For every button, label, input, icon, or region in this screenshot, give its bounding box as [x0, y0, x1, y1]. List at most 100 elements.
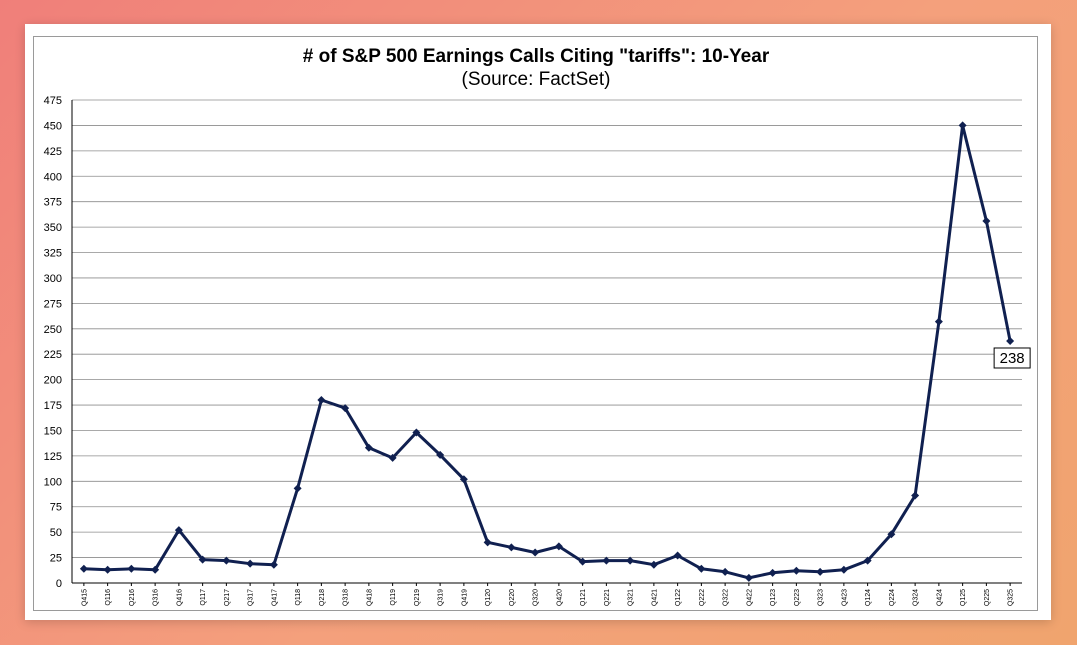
data-point: [174, 526, 183, 535]
x-tick-label: Q119: [390, 589, 397, 606]
data-point: [246, 559, 255, 568]
data-point: [697, 564, 706, 573]
x-axis-ticks: Q415 Q116 Q216 Q316 Q416 Q117 Q217 Q317 Q417 Q118…: [81, 583, 1015, 606]
data-point: [364, 443, 373, 452]
data-point: [317, 395, 326, 404]
x-tick-label: Q223: [794, 589, 801, 606]
chart-subtitle: (Source: FactSet): [462, 69, 611, 90]
x-tick-label: Q219: [414, 589, 421, 606]
data-point: [341, 404, 350, 413]
data-point: [293, 484, 302, 493]
data-point: [412, 428, 421, 437]
x-tick-label: Q323: [818, 589, 825, 606]
marker-layer: [79, 121, 1015, 582]
data-point: [792, 566, 801, 575]
y-tick-label: 75: [50, 502, 62, 514]
x-tick-label: Q319: [438, 589, 445, 606]
x-tick-label: Q322: [723, 589, 730, 606]
x-tick-label: Q321: [628, 589, 635, 606]
x-tick-label: Q419: [461, 589, 468, 606]
data-point: [911, 491, 920, 500]
data-label-box: [993, 347, 1031, 369]
data-point: [483, 538, 492, 547]
data-point: [269, 560, 278, 569]
data-point: [436, 450, 445, 459]
y-tick-label: 425: [44, 146, 62, 158]
gridlines: [71, 99, 1022, 584]
data-point: [887, 530, 896, 539]
x-tick-label: Q418: [366, 589, 373, 606]
data-point: [507, 543, 516, 552]
y-tick-label: 150: [44, 425, 62, 437]
data-point: [531, 548, 540, 557]
data-point: [721, 567, 730, 576]
x-tick-label: Q420: [556, 589, 563, 606]
data-point: [934, 317, 943, 326]
x-tick-label: Q117: [200, 589, 207, 606]
x-tick-label: Q122: [675, 589, 682, 606]
chart-card: # of S&P 500 Earnings Calls Citing "tari…: [25, 24, 1051, 620]
chart-title: # of S&P 500 Earnings Calls Citing "tari…: [303, 46, 770, 67]
y-tick-label: 400: [44, 171, 62, 183]
x-tick-label: Q220: [509, 589, 516, 606]
x-tick-label: Q125: [960, 589, 967, 606]
data-point: [768, 568, 777, 577]
x-tick-label: Q417: [271, 589, 278, 606]
data-point: [388, 453, 397, 462]
series-line: [83, 123, 1012, 580]
y-tick-label: 25: [50, 553, 62, 565]
x-tick-label: Q325: [1008, 589, 1015, 606]
y-tick-label: 50: [50, 527, 62, 539]
data-point: [649, 560, 658, 569]
data-point: [151, 565, 160, 574]
x-tick-label: Q316: [153, 589, 160, 606]
y-tick-label: 375: [44, 197, 62, 209]
data-point: [602, 556, 611, 565]
x-tick-label: Q424: [936, 589, 943, 606]
data-point: [198, 555, 207, 564]
y-tick-label: 100: [44, 476, 62, 488]
y-tick-label: 250: [44, 324, 62, 336]
x-tick-label: Q317: [248, 589, 255, 606]
y-tick-label: 325: [44, 248, 62, 260]
x-tick-label: Q423: [841, 589, 848, 606]
x-tick-label: Q118: [295, 589, 302, 606]
series-layer: [83, 123, 1012, 580]
data-point: [863, 556, 872, 565]
y-tick-label: 125: [44, 451, 62, 463]
y-tick-label: 300: [44, 273, 62, 285]
x-tick-label: Q121: [580, 589, 587, 606]
x-tick-label: Q415: [81, 589, 88, 606]
data-label: 238: [1000, 350, 1025, 367]
x-tick-label: Q318: [343, 589, 350, 606]
x-tick-label: Q216: [129, 589, 136, 606]
x-tick-label: Q221: [604, 589, 611, 606]
data-point: [744, 573, 753, 582]
data-point: [839, 565, 848, 574]
x-tick-label: Q224: [889, 589, 896, 606]
y-tick-label: 350: [44, 222, 62, 234]
x-tick-label: Q124: [865, 589, 872, 606]
line-chart: # of S&P 500 Earnings Calls Citing "tari…: [44, 46, 1031, 606]
data-point: [103, 565, 112, 574]
y-tick-label: 225: [44, 349, 62, 361]
y-tick-label: 450: [44, 120, 62, 132]
data-point: [127, 564, 136, 573]
x-tick-label: Q421: [651, 589, 658, 606]
data-point: [816, 567, 825, 576]
data-point: [222, 556, 231, 565]
data-point: [554, 542, 563, 551]
data-point: [982, 217, 991, 226]
y-tick-label: 175: [44, 400, 62, 412]
data-point: [578, 557, 587, 566]
x-tick-label: Q217: [224, 589, 231, 606]
x-tick-label: Q120: [485, 589, 492, 606]
y-tick-label: 475: [44, 95, 62, 107]
x-tick-label: Q222: [699, 589, 706, 606]
data-point: [958, 121, 967, 130]
x-tick-label: Q218: [319, 589, 326, 606]
data-point: [626, 556, 635, 565]
y-tick-label: 0: [56, 578, 62, 590]
x-tick-label: Q416: [176, 589, 183, 606]
chart-frame: [33, 36, 1038, 611]
